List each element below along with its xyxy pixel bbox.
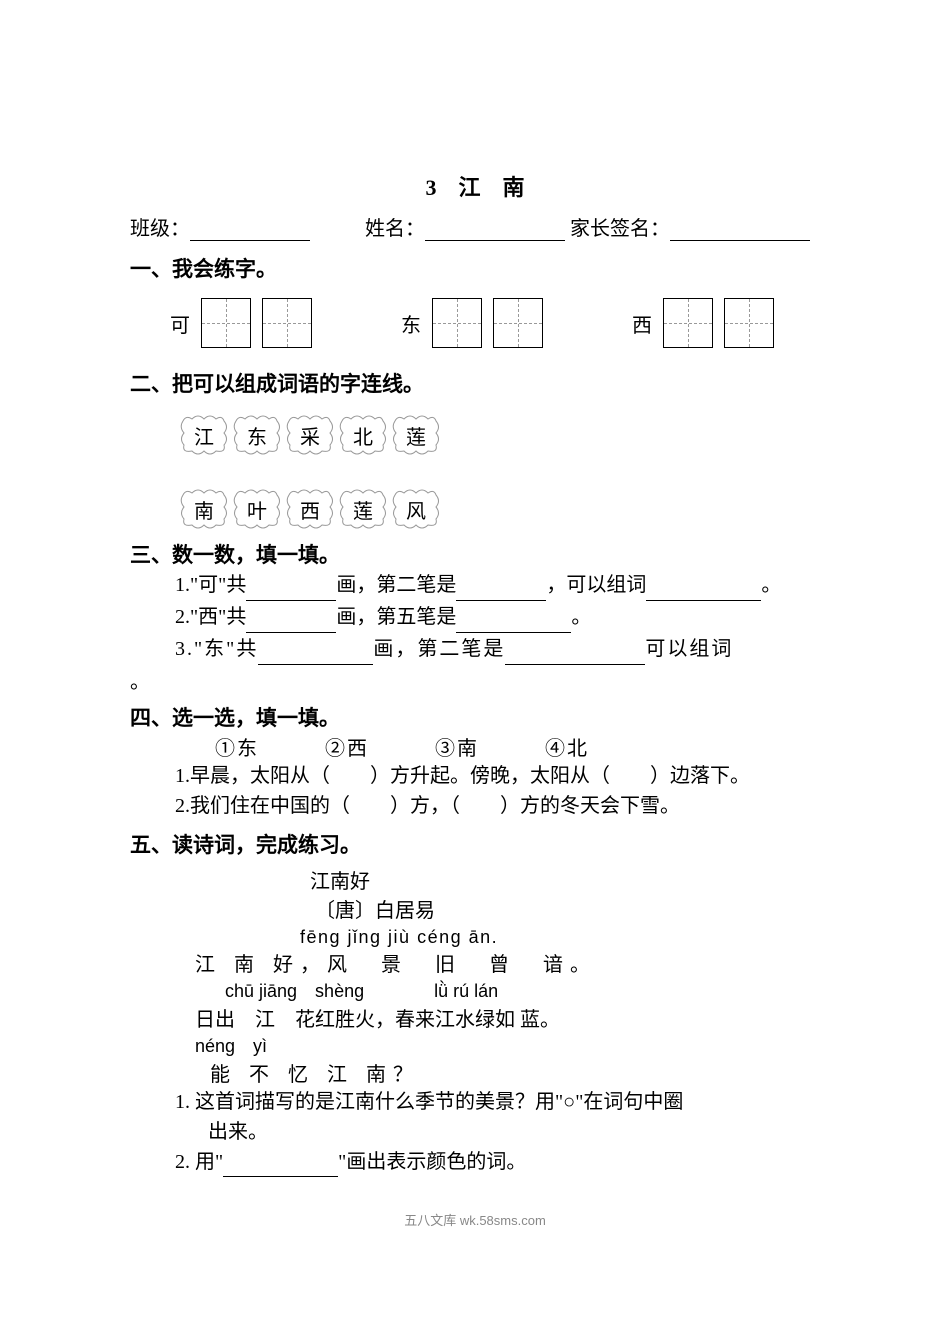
q4-sentences: 1.早晨，太阳从（ ）方升起。傍晚，太阳从（ ）边落下。 2.我们住在中国的（ …	[175, 761, 820, 821]
bubble-row-2: 南 叶 西 莲 风	[180, 487, 820, 531]
bubble[interactable]: 北	[339, 413, 387, 457]
practice-box[interactable]	[663, 298, 713, 348]
blank[interactable]	[646, 581, 761, 601]
poem-block: fēng jǐng jiù céng ān. 江 南 好，风 景 旧 曾 谙。 …	[195, 927, 820, 1087]
practice-box[interactable]	[724, 298, 774, 348]
q3-3: 3."东"共画，第二笔是可以组词	[175, 633, 820, 665]
bubble[interactable]: 西	[286, 487, 334, 531]
q5-1a: 1. 这首词描写的是江南什么季节的美景？用"○"在词句中圈	[175, 1087, 820, 1117]
bubble[interactable]: 莲	[392, 413, 440, 457]
hanzi-3: 能 不 忆 江 南？	[210, 1058, 820, 1087]
section3-title: 三、数一数，填一填。	[130, 539, 820, 569]
bubble[interactable]: 南	[180, 487, 228, 531]
pinyin-1: fēng jǐng jiù céng ān.	[300, 927, 820, 948]
blank[interactable]	[246, 613, 336, 633]
name-label: 姓名：	[365, 218, 425, 240]
header-fields: 班级： 姓名： 家长签名：	[130, 212, 820, 241]
practice-box[interactable]	[262, 298, 312, 348]
section1-title: 一、我会练字。	[130, 253, 820, 283]
blank[interactable]	[223, 1157, 338, 1177]
blank[interactable]	[456, 613, 571, 633]
lesson-title: 3 江 南	[130, 170, 820, 202]
practice-box[interactable]	[432, 298, 482, 348]
bubble[interactable]: 江	[180, 413, 228, 457]
section5-title: 五、读诗词，完成练习。	[130, 829, 820, 859]
parent-blank[interactable]	[670, 221, 810, 241]
q4-options: ①东 ②西 ③南 ④北	[215, 732, 820, 761]
hanzi-1: 江 南 好，风 景 旧 曾 谙。	[195, 948, 820, 977]
q5-1b: 出来。	[208, 1117, 820, 1147]
bubble[interactable]: 莲	[339, 487, 387, 531]
blank[interactable]	[505, 645, 645, 665]
blank[interactable]	[258, 645, 373, 665]
footer: 五八文库 wk.58sms.com	[0, 1210, 950, 1229]
q3-list: 1."可"共画，第二笔是，可以组词。 2."西"共画，第五笔是。 3."东"共画…	[175, 569, 820, 665]
q3-1: 1."可"共画，第二笔是，可以组词。	[175, 569, 820, 601]
class-blank[interactable]	[190, 221, 310, 241]
q3-2: 2."西"共画，第五笔是。	[175, 601, 820, 633]
q5-questions: 1. 这首词描写的是江南什么季节的美景？用"○"在词句中圈 出来。 2. 用""…	[175, 1087, 820, 1177]
pinyin-3: néng yì	[195, 1032, 820, 1058]
practice-box[interactable]	[493, 298, 543, 348]
blank[interactable]	[456, 581, 546, 601]
q4-s1: 1.早晨，太阳从（ ）方升起。傍晚，太阳从（ ）边落下。	[175, 761, 820, 791]
hanzi-2: 日出 江 花红胜火，春来江水绿如 蓝。	[195, 1003, 820, 1032]
q4-s2: 2.我们住在中国的（ ）方，（ ）方的冬天会下雪。	[175, 791, 820, 821]
poem-title: 江南好	[310, 865, 820, 894]
section2-title: 二、把可以组成词语的字连线。	[130, 368, 820, 398]
char-xi: 西	[632, 309, 652, 338]
pinyin-2: chū jiāng shènglǜ rú lán	[225, 977, 820, 1003]
q3-3-end: 。	[130, 665, 820, 694]
bubble[interactable]: 东	[233, 413, 281, 457]
bubble-row-1: 江 东 采 北 莲	[180, 413, 820, 457]
blank[interactable]	[246, 581, 336, 601]
name-blank[interactable]	[425, 221, 565, 241]
char-dong: 东	[401, 309, 421, 338]
class-label: 班级：	[130, 218, 190, 240]
bubble[interactable]: 风	[392, 487, 440, 531]
section4-title: 四、选一选，填一填。	[130, 702, 820, 732]
char-ke: 可	[170, 309, 190, 338]
poem-author: 〔唐〕白居易	[315, 894, 820, 923]
practice-box[interactable]	[201, 298, 251, 348]
q5-2: 2. 用""画出表示颜色的词。	[175, 1147, 820, 1177]
parent-label: 家长签名：	[570, 218, 670, 240]
practice-row: 可 东 西	[170, 298, 820, 348]
bubble[interactable]: 采	[286, 413, 334, 457]
bubble[interactable]: 叶	[233, 487, 281, 531]
